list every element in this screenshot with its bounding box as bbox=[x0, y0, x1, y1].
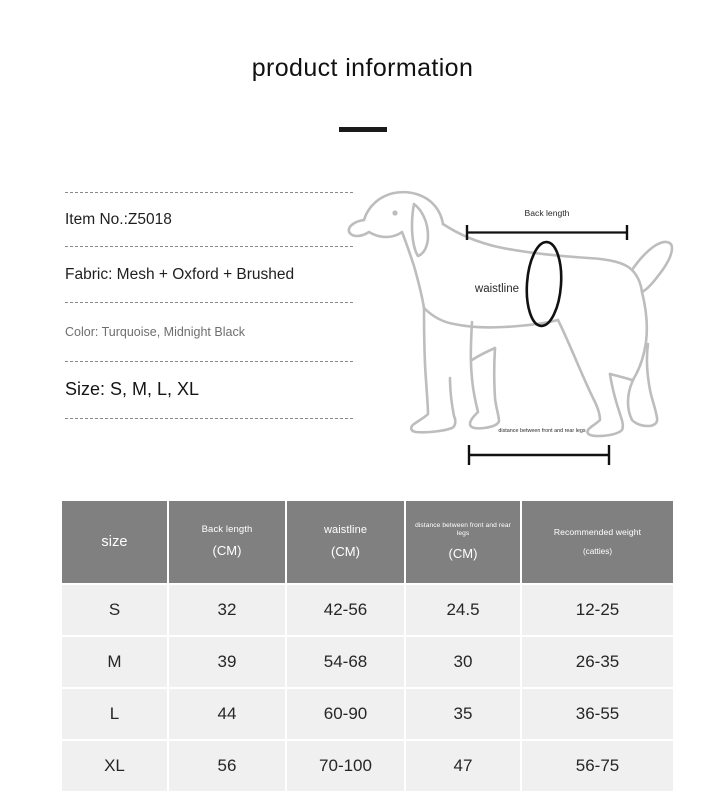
waistline-label: waistline bbox=[474, 283, 519, 295]
product-info-panel: Item No.:Z5018 Fabric: Mesh + Oxford + B… bbox=[65, 192, 353, 419]
column-header-leg-distance-unit: (CM) bbox=[448, 545, 478, 561]
table-header-row: size Back length (CM) waistline (CM) dis… bbox=[62, 501, 673, 583]
column-header-weight: Recommended weight (catties) bbox=[522, 501, 673, 583]
cell-leg-distance: 47 bbox=[406, 741, 520, 791]
column-header-waistline-title: waistline bbox=[323, 523, 368, 536]
table-row: XL 56 70-100 47 56-75 bbox=[62, 741, 673, 791]
cell-size: M bbox=[62, 637, 167, 687]
table-row: M 39 54-68 30 26-35 bbox=[62, 637, 673, 687]
info-divider bbox=[65, 361, 353, 362]
info-size-text: Size: S, M, L, XL bbox=[65, 379, 200, 399]
info-row-fabric: Fabric: Mesh + Oxford + Brushed bbox=[65, 247, 353, 302]
cell-leg-distance: 30 bbox=[406, 637, 520, 687]
info-divider bbox=[65, 192, 353, 193]
info-row-size: Size: S, M, L, XL bbox=[65, 362, 353, 418]
info-row-item-no: Item No.:Z5018 bbox=[65, 193, 353, 246]
table-row: S 32 42-56 24.5 12-25 bbox=[62, 585, 673, 635]
column-header-leg-distance-title: distance between front and rear legs bbox=[415, 522, 511, 538]
column-header-leg-distance: distance between front and rear legs (CM… bbox=[406, 501, 520, 583]
column-header-back-length-title: Back length bbox=[201, 523, 253, 535]
cell-weight: 36-55 bbox=[522, 689, 673, 739]
column-header-waistline: waistline (CM) bbox=[287, 501, 404, 583]
cell-waistline: 54-68 bbox=[287, 637, 404, 687]
cell-waistline: 60-90 bbox=[287, 689, 404, 739]
column-header-waistline-unit: (CM) bbox=[331, 544, 360, 560]
cell-back-length: 56 bbox=[169, 741, 285, 791]
back-length-label: Back length bbox=[525, 208, 570, 218]
info-item-no-text: Item No.:Z5018 bbox=[65, 211, 172, 228]
info-color-text: Color: Turquoise, Midnight Black bbox=[65, 325, 245, 339]
cell-size: XL bbox=[62, 741, 167, 791]
title-underline-rule bbox=[339, 127, 387, 132]
column-header-size: size bbox=[62, 501, 167, 583]
column-header-weight-unit: (catties) bbox=[582, 546, 613, 556]
size-chart-table: size Back length (CM) waistline (CM) dis… bbox=[60, 499, 675, 793]
table-row: L 44 60-90 35 36-55 bbox=[62, 689, 673, 739]
waistline-measure bbox=[525, 240, 563, 328]
cell-weight: 26-35 bbox=[522, 637, 673, 687]
cell-leg-distance: 35 bbox=[406, 689, 520, 739]
cell-size: S bbox=[62, 585, 167, 635]
info-divider bbox=[65, 302, 353, 303]
leg-distance-measure bbox=[467, 445, 611, 465]
back-length-measure bbox=[465, 225, 629, 240]
column-header-size-title: size bbox=[101, 533, 128, 550]
info-row-color: Color: Turquoise, Midnight Black bbox=[65, 303, 353, 361]
cell-back-length: 44 bbox=[169, 689, 285, 739]
info-fabric-text: Fabric: Mesh + Oxford + Brushed bbox=[65, 266, 295, 283]
info-divider bbox=[65, 418, 353, 419]
cell-leg-distance: 24.5 bbox=[406, 585, 520, 635]
dog-measurement-diagram: Back length waistline distance between f… bbox=[336, 180, 686, 480]
page-title: product information bbox=[251, 54, 474, 82]
dog-silhouette-icon bbox=[347, 190, 674, 438]
column-header-back-length-unit: (CM) bbox=[212, 543, 242, 559]
cell-size: L bbox=[62, 689, 167, 739]
column-header-weight-title: Recommended weight bbox=[553, 526, 642, 537]
cell-back-length: 32 bbox=[169, 585, 285, 635]
column-header-back-length: Back length (CM) bbox=[169, 501, 285, 583]
cell-weight: 12-25 bbox=[522, 585, 673, 635]
cell-back-length: 39 bbox=[169, 637, 285, 687]
cell-waistline: 42-56 bbox=[287, 585, 404, 635]
leg-distance-label: distance between front and rear legs bbox=[498, 428, 586, 434]
cell-weight: 56-75 bbox=[522, 741, 673, 791]
info-divider bbox=[65, 246, 353, 247]
cell-waistline: 70-100 bbox=[287, 741, 404, 791]
